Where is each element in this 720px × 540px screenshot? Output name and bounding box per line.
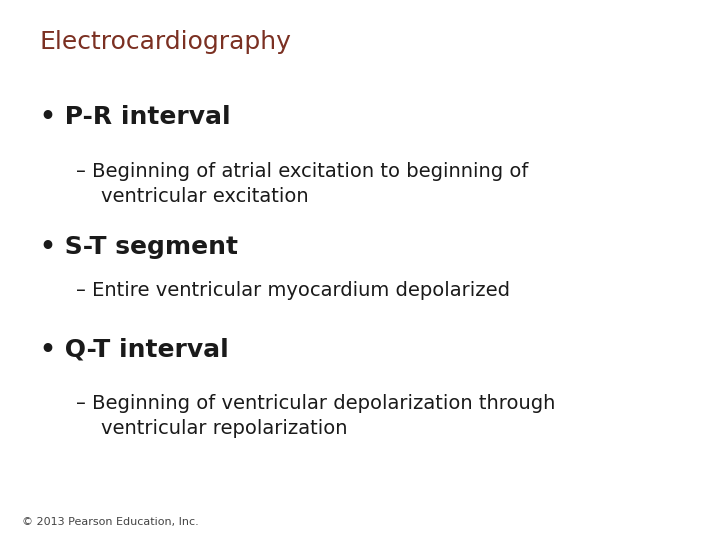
Text: Electrocardiography: Electrocardiography (40, 30, 292, 53)
Text: • P-R interval: • P-R interval (40, 105, 230, 129)
Text: • S-T segment: • S-T segment (40, 235, 238, 259)
Text: • Q-T interval: • Q-T interval (40, 338, 228, 361)
Text: – Beginning of atrial excitation to beginning of
    ventricular excitation: – Beginning of atrial excitation to begi… (76, 162, 528, 206)
Text: – Beginning of ventricular depolarization through
    ventricular repolarization: – Beginning of ventricular depolarizatio… (76, 394, 555, 438)
Text: – Entire ventricular myocardium depolarized: – Entire ventricular myocardium depolari… (76, 281, 510, 300)
Text: © 2013 Pearson Education, Inc.: © 2013 Pearson Education, Inc. (22, 516, 198, 526)
